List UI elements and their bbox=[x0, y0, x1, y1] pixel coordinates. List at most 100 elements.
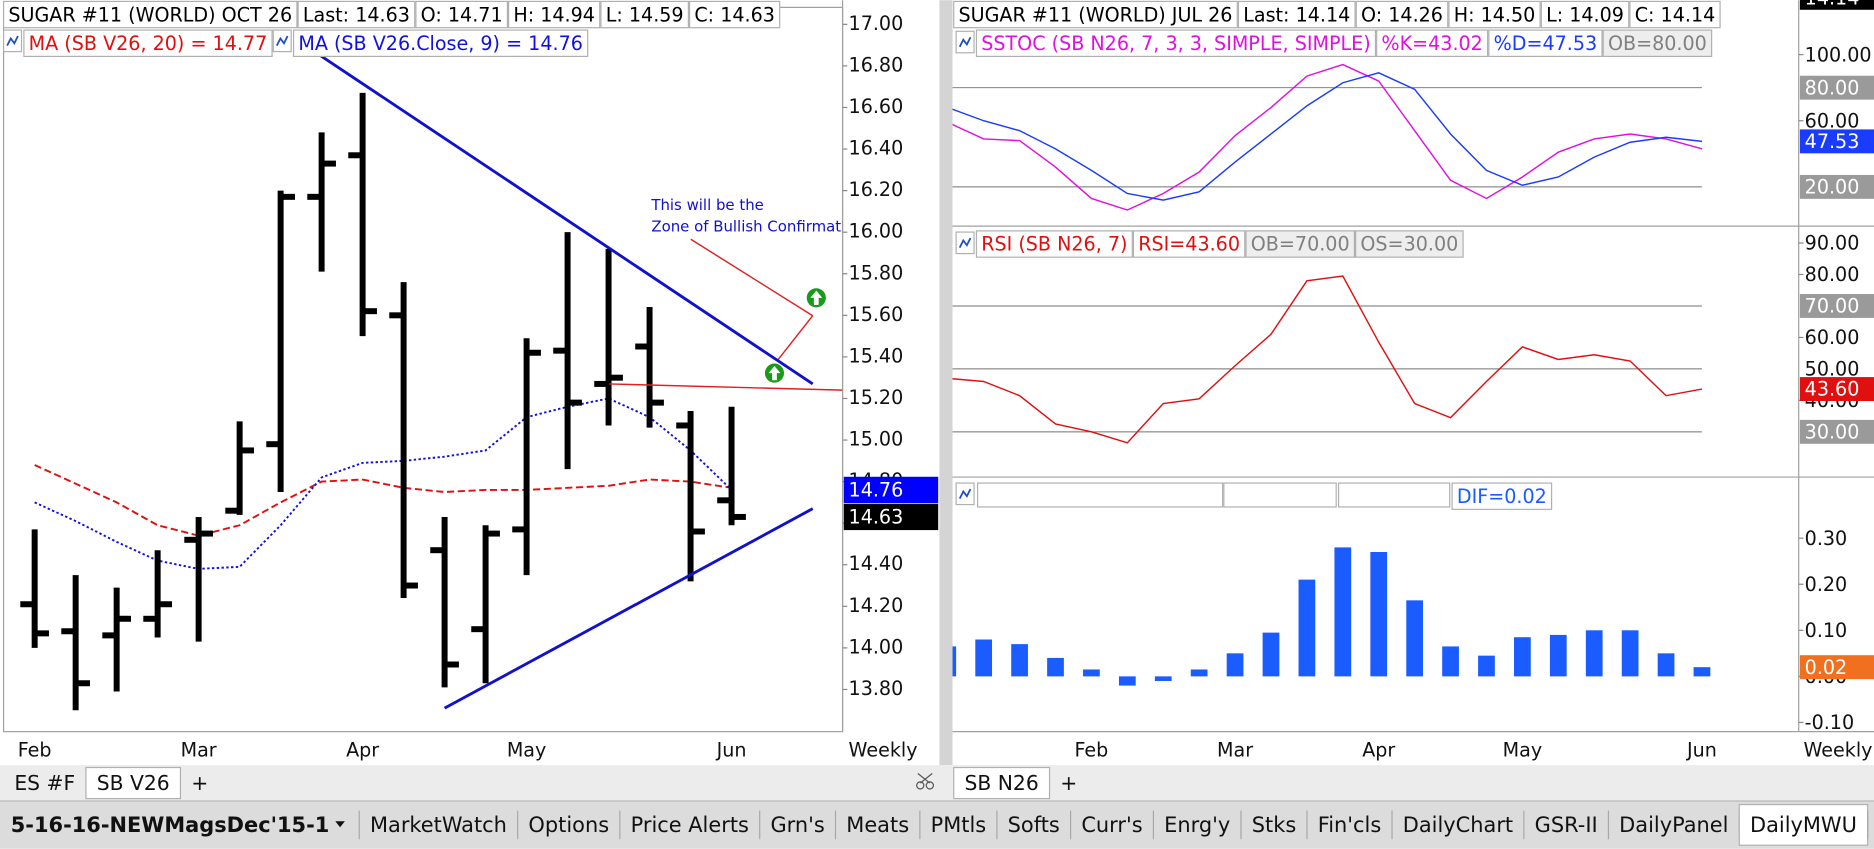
tab-label[interactable]: Curr's bbox=[1081, 813, 1142, 837]
label-box bbox=[1629, 0, 1721, 29]
label-box bbox=[1237, 0, 1356, 29]
y-tick-label: 20.00 bbox=[1805, 176, 1860, 199]
tab-label[interactable]: MarketWatch bbox=[370, 813, 507, 837]
y-tick-label: 14.40 bbox=[849, 552, 904, 575]
label-box bbox=[975, 230, 1133, 258]
study-icon bbox=[955, 482, 975, 506]
histogram-bar bbox=[1298, 579, 1316, 677]
tab-label[interactable]: Meats bbox=[846, 813, 909, 837]
legend-entry: %D=47.53 bbox=[1494, 32, 1598, 55]
up-arrow-icon bbox=[806, 288, 826, 308]
y-tick-label: 60.00 bbox=[1805, 326, 1860, 349]
y-tick-label: 14.20 bbox=[849, 594, 904, 617]
y-tick-label: 16.20 bbox=[849, 178, 904, 201]
tab-label[interactable]: Stks bbox=[1252, 813, 1296, 837]
connector bbox=[776, 315, 814, 362]
histogram-bar bbox=[1585, 630, 1603, 677]
tab-label[interactable]: DailyMWU bbox=[1750, 813, 1857, 837]
tab-label[interactable]: Options bbox=[528, 813, 609, 837]
tab-label[interactable]: SB N26 bbox=[964, 771, 1038, 795]
histogram-bar bbox=[1549, 634, 1567, 677]
y-tick-label: 50.00 bbox=[1805, 358, 1860, 381]
tab-label[interactable]: Softs bbox=[1008, 813, 1060, 837]
top-value-box bbox=[1799, 0, 1874, 10]
histogram-bar bbox=[1657, 653, 1675, 677]
value-marker-label: 43.60 bbox=[1805, 378, 1860, 401]
label-box bbox=[292, 29, 589, 57]
legend-box bbox=[977, 482, 1224, 508]
tab-label[interactable]: PMtls bbox=[931, 813, 987, 837]
top-value: 14.14 bbox=[1805, 0, 1860, 10]
legend-entry: MA (SB V26.Close, 9) = 14.76 bbox=[298, 32, 583, 55]
tab-label[interactable]: DailyPanel bbox=[1619, 813, 1728, 837]
histogram-bar bbox=[1514, 637, 1531, 677]
level-box bbox=[1799, 174, 1874, 199]
indicator-line bbox=[952, 72, 1703, 201]
tab bbox=[85, 766, 182, 800]
trendline bbox=[319, 54, 814, 386]
header-field: Last: 14.14 bbox=[1243, 3, 1350, 26]
label-box bbox=[507, 0, 601, 29]
x-tick-label: May bbox=[1503, 738, 1543, 761]
tab-label[interactable]: Grn's bbox=[770, 813, 824, 837]
tab-label[interactable]: ES #F bbox=[14, 771, 75, 795]
study-icon bbox=[955, 30, 975, 54]
tab-label[interactable]: GSR-II bbox=[1535, 813, 1598, 837]
label-box bbox=[688, 0, 781, 29]
label-box bbox=[1448, 0, 1541, 29]
y-tick-label: 17.00 bbox=[849, 12, 904, 35]
x-tick-label: Apr bbox=[1362, 738, 1395, 761]
histogram-bar bbox=[1226, 653, 1244, 677]
dropdown-arrow[interactable] bbox=[335, 821, 345, 828]
header-field: SUGAR #11 (WORLD) JUL 26 bbox=[959, 3, 1233, 26]
tab-label[interactable]: DailyChart bbox=[1403, 813, 1513, 837]
tab-label[interactable]: Enrg'y bbox=[1164, 813, 1230, 837]
header-field: O: 14.71 bbox=[421, 3, 503, 26]
annotation-graphics bbox=[690, 238, 826, 383]
y-tick-label: 16.40 bbox=[849, 137, 904, 160]
label-box bbox=[1355, 230, 1464, 258]
trendline bbox=[609, 383, 843, 391]
y-tick-label: 80.00 bbox=[1805, 263, 1860, 286]
trendline bbox=[443, 507, 814, 710]
header-field: O: 14.26 bbox=[1361, 3, 1443, 26]
tab-label[interactable]: 5-16-16-NEWMagsDec'15-1 bbox=[11, 813, 330, 837]
indicator-pane bbox=[952, 63, 1703, 211]
header-field: H: 14.94 bbox=[513, 3, 595, 26]
tab bbox=[953, 766, 1051, 800]
y-tick-label: 16.00 bbox=[849, 220, 904, 243]
histogram-bar bbox=[1478, 655, 1495, 677]
tab-label[interactable]: + bbox=[1060, 771, 1077, 795]
level-note: OB=70.00 bbox=[1251, 233, 1350, 256]
legend-entry: MA (SB V26, 20) = 14.77 bbox=[29, 32, 268, 55]
x-tick-label: Mar bbox=[1217, 738, 1253, 761]
label-box bbox=[2, 0, 298, 29]
x-tick-label: Jun bbox=[716, 738, 747, 761]
annotation: Zone of Bullish Confirmation bbox=[651, 217, 864, 235]
x-tick-label: Apr bbox=[346, 738, 379, 761]
y-tick-label: 80.00 bbox=[1805, 76, 1860, 99]
tab-label[interactable]: SB V26 bbox=[97, 771, 170, 795]
histogram-bar bbox=[1047, 657, 1064, 677]
study-icon bbox=[2, 29, 23, 53]
up-arrow-icon bbox=[764, 363, 785, 383]
y-tick-label: 16.80 bbox=[849, 53, 904, 76]
y-tick-label: 15.00 bbox=[849, 428, 904, 451]
tab-label[interactable]: Fin'cls bbox=[1318, 813, 1382, 837]
price-plot: This will be the Zone of Bullish Confirma… bbox=[20, 54, 864, 711]
legend-box bbox=[1223, 482, 1337, 508]
annotation: This will be the bbox=[650, 196, 764, 214]
y-tick-label: 0.10 bbox=[1805, 619, 1848, 642]
price-marker-label: 14.63 bbox=[849, 506, 904, 529]
histogram-bar bbox=[1262, 632, 1280, 677]
tab-label[interactable]: Price Alerts bbox=[631, 813, 749, 837]
label-box bbox=[600, 0, 689, 29]
icon-glyph bbox=[6, 35, 19, 47]
y-tick-label: 13.80 bbox=[849, 677, 904, 700]
x-tick-label: Jun bbox=[1686, 738, 1717, 761]
tab-label[interactable]: + bbox=[191, 771, 208, 795]
indicator-pane bbox=[952, 275, 1703, 444]
scissors-icon bbox=[916, 773, 935, 790]
